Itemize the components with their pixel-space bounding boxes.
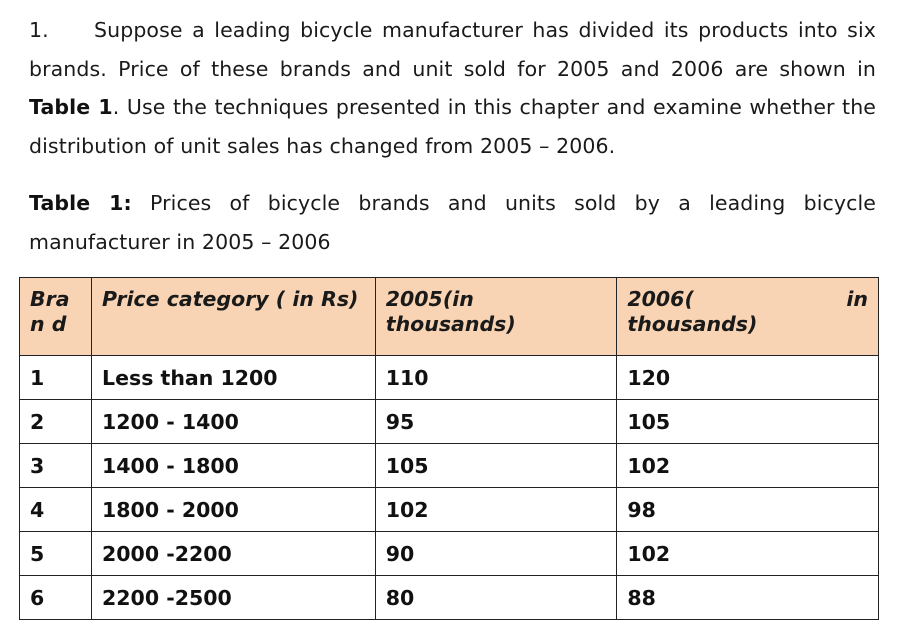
cell-brand: 3 <box>18 443 93 488</box>
header-2006-year: 2006( <box>627 287 694 311</box>
cell-2005: 90 <box>374 531 618 576</box>
cell-price: 2000 -2200 <box>91 531 376 576</box>
cell-2006: 88 <box>616 575 879 620</box>
table-row: 3 1400 - 1800 105 102 <box>18 443 879 488</box>
cell-2006: 102 <box>616 443 879 488</box>
caption-label: Table 1: <box>29 191 132 215</box>
cell-2005: 105 <box>374 443 618 488</box>
cell-brand: 2 <box>18 399 93 444</box>
table-row: 2 1200 - 1400 95 105 <box>18 399 879 444</box>
header-price-category: Price category ( in Rs) <box>91 277 376 356</box>
header-2006: 2006( in thousands) <box>616 277 879 356</box>
cell-brand: 1 <box>18 355 93 400</box>
table-reference: Table 1 <box>29 95 113 119</box>
table-row: 4 1800 - 2000 102 98 <box>18 487 879 532</box>
caption-text: Prices of bicycle brands and units sold … <box>29 191 876 254</box>
cell-price: 1400 - 1800 <box>91 443 376 488</box>
table-caption: Table 1: Prices of bicycle brands and un… <box>29 184 876 261</box>
cell-2006: 98 <box>616 487 879 532</box>
table-row: 5 2000 -2200 90 102 <box>18 531 879 576</box>
header-brand: Bran d <box>18 277 93 356</box>
cell-price: 2200 -2500 <box>91 575 376 620</box>
cell-2005: 80 <box>374 575 618 620</box>
cell-2005: 102 <box>374 487 618 532</box>
table-row: 1 Less than 1200 110 120 <box>18 355 879 400</box>
question-text-1: Suppose a leading bicycle manufacturer h… <box>29 18 876 81</box>
table-row: 6 2200 -2500 80 88 <box>18 575 879 620</box>
cell-2006: 105 <box>616 399 879 444</box>
cell-brand: 4 <box>18 487 93 532</box>
question-text-2: . Use the techniques presented in this c… <box>29 95 877 158</box>
cell-brand: 5 <box>18 531 93 576</box>
cell-price: Less than 1200 <box>91 355 376 400</box>
cell-price: 1800 - 2000 <box>91 487 376 532</box>
cell-2005: 95 <box>374 399 618 444</box>
table-header-row: Bran d Price category ( in Rs) 2005(in t… <box>18 277 879 356</box>
cell-brand: 6 <box>18 575 93 620</box>
cell-2006: 120 <box>616 355 879 400</box>
question-number: 1. <box>29 18 49 42</box>
bicycle-sales-table: Bran d Price category ( in Rs) 2005(in t… <box>18 277 879 620</box>
header-2006-in: in <box>846 287 868 311</box>
cell-price: 1200 - 1400 <box>91 399 376 444</box>
cell-2005: 110 <box>374 355 618 400</box>
header-2005: 2005(in thousands) <box>374 277 618 356</box>
cell-2006: 102 <box>616 531 879 576</box>
header-2006-unit: thousands) <box>627 312 758 336</box>
question-paragraph: 1. Suppose a leading bicycle manufacturer… <box>29 11 876 165</box>
